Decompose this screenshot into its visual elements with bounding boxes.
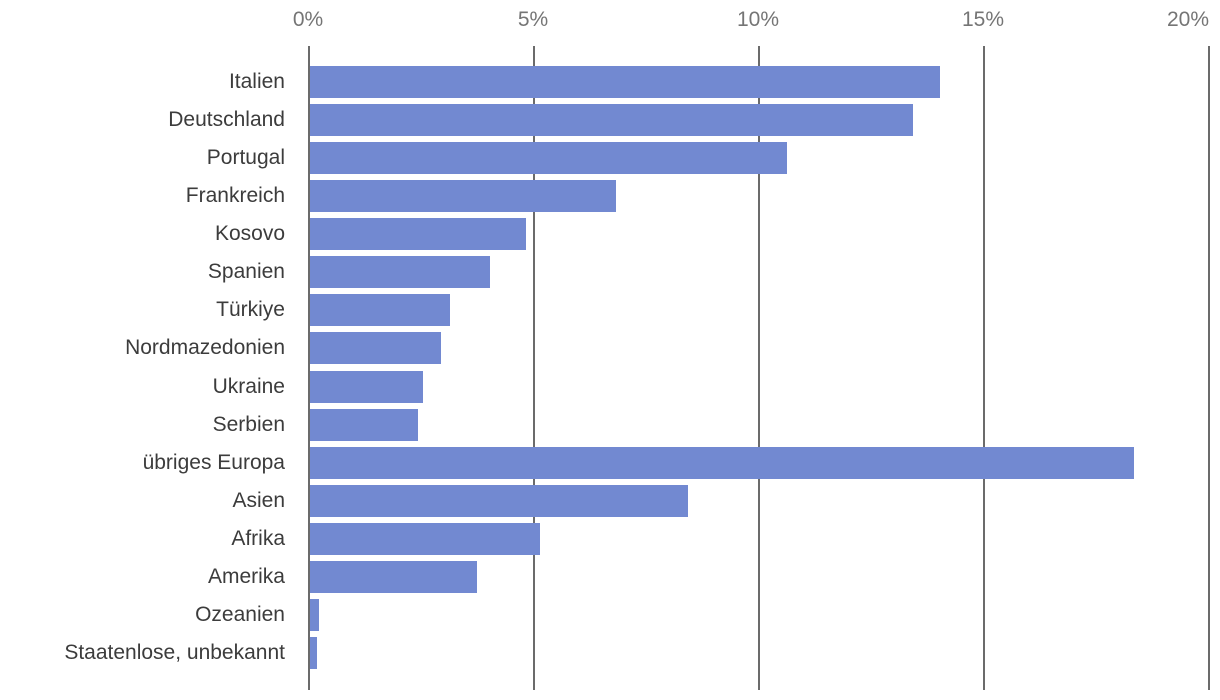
plot-area [308, 46, 1210, 690]
gridline [533, 46, 535, 690]
x-axis-tick-label: 20% [1166, 8, 1209, 31]
x-axis-tick-label: 10% [736, 8, 780, 31]
category-label: Asien [232, 488, 285, 512]
category-label: Nordmazedonien [125, 336, 285, 360]
bar [310, 522, 540, 555]
bar [310, 218, 526, 251]
x-axis-tick-label: 15% [961, 8, 1005, 31]
bar [310, 560, 477, 593]
bar [310, 104, 913, 137]
x-axis-tick-label: 5% [517, 8, 549, 31]
category-label: Italien [228, 70, 285, 93]
category-label: Afrika [231, 526, 285, 550]
bar [310, 180, 616, 213]
bar [310, 294, 450, 327]
bar [310, 484, 688, 517]
gridline [1208, 46, 1210, 690]
category-label: Türkiye [216, 298, 285, 322]
bar [310, 446, 1134, 479]
bar [310, 370, 423, 403]
gridline [758, 46, 760, 690]
category-label: Portugal [206, 146, 285, 170]
category-label: Kosovo [214, 222, 285, 246]
x-axis-tick-label: 0% [292, 8, 324, 31]
bar [310, 256, 490, 289]
bar [310, 142, 787, 175]
bar [310, 637, 317, 670]
category-label: Ukraine [212, 374, 285, 398]
gridline [983, 46, 985, 690]
bar [310, 332, 441, 365]
category-label: Deutschland [168, 108, 285, 132]
category-label: Spanien [207, 260, 285, 284]
bar [310, 408, 418, 441]
bar [310, 66, 940, 98]
category-label: Serbien [212, 412, 285, 436]
category-label: übriges Europa [142, 450, 285, 474]
bar [310, 598, 319, 631]
category-label: Amerika [207, 564, 285, 588]
category-label: Ozeanien [195, 602, 285, 626]
gridline [308, 46, 310, 690]
category-label: Staatenlose, unbekannt [64, 641, 285, 665]
category-label: Frankreich [185, 184, 285, 208]
